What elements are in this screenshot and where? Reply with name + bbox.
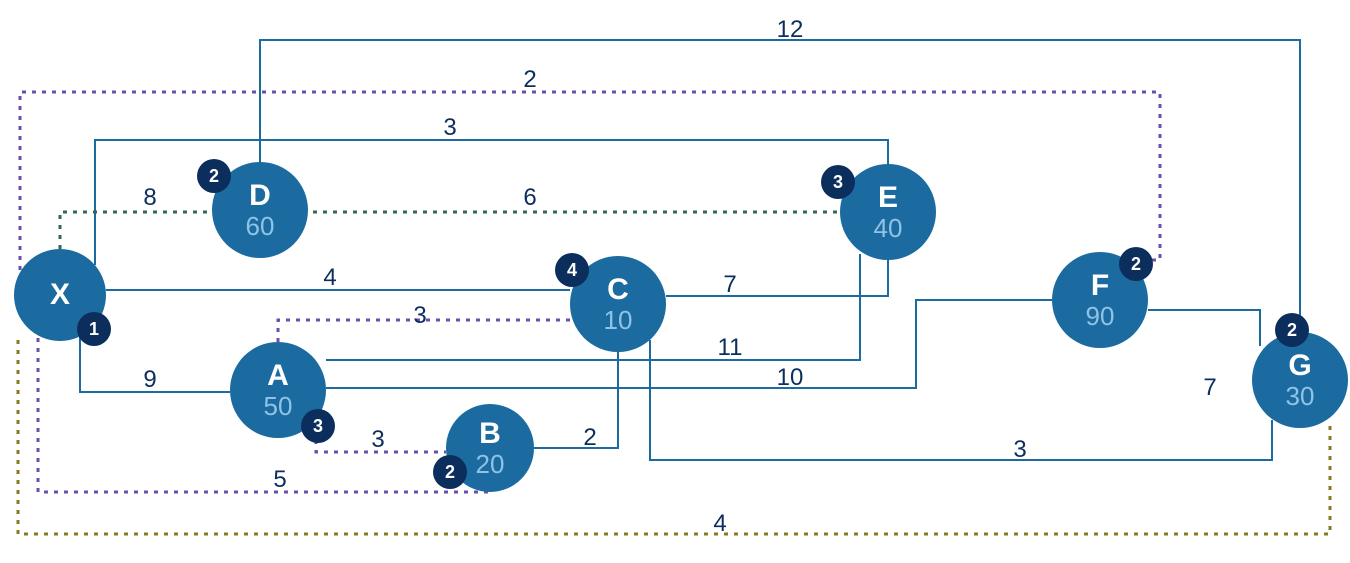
edge-weight: 12 xyxy=(777,16,804,44)
edge-weight: 7 xyxy=(1203,374,1216,402)
node-label: D xyxy=(249,181,271,211)
edge-weight: 8 xyxy=(143,184,156,212)
node-badge-G: 2 xyxy=(1275,313,1309,347)
edge-weight: 11 xyxy=(718,334,743,362)
node-label: F xyxy=(1091,271,1109,301)
edge-weight: 3 xyxy=(1013,436,1026,464)
edge-weight: 7 xyxy=(723,271,736,299)
node-value: 10 xyxy=(604,307,633,333)
node-value: 90 xyxy=(1086,303,1115,329)
node-value: 60 xyxy=(246,213,275,239)
node-badge-D: 2 xyxy=(197,159,231,193)
edge-weight: 9 xyxy=(143,366,156,394)
edge-weight: 4 xyxy=(323,264,336,292)
edge-F-G xyxy=(1148,310,1260,346)
node-label: X xyxy=(50,280,70,310)
node-badge-X: 1 xyxy=(77,312,111,346)
node-label: A xyxy=(267,361,289,391)
node-label: E xyxy=(878,183,898,213)
edge-weight: 3 xyxy=(413,302,426,330)
edge-weight: 2 xyxy=(523,66,536,94)
edge-weight: 4 xyxy=(713,510,726,538)
node-G: G30 xyxy=(1252,332,1348,428)
edge-weight: 3 xyxy=(443,114,456,142)
edge-X-D-E-dotted xyxy=(60,212,840,249)
edge-C-G xyxy=(650,340,1272,460)
node-label: B xyxy=(479,419,501,449)
edge-X-G-olive xyxy=(18,340,1330,534)
node-badge-F: 2 xyxy=(1119,247,1153,281)
edge-A-F xyxy=(326,300,1052,388)
edge-C-E xyxy=(666,260,888,296)
edge-weight: 5 xyxy=(273,466,286,494)
edges-layer xyxy=(0,0,1350,563)
graph-diagram: 12386493327111037524XD60A50B20C10E40F90G… xyxy=(0,0,1350,563)
node-badge-B: 2 xyxy=(433,455,467,489)
edge-weight: 2 xyxy=(583,424,596,452)
edge-weight: 10 xyxy=(777,364,804,392)
edge-B-C xyxy=(534,352,618,448)
node-value: 20 xyxy=(476,451,505,477)
edge-A-C-dotted xyxy=(278,290,576,342)
node-badge-C: 4 xyxy=(555,253,589,287)
edge-X-E-top-dotted xyxy=(20,92,1160,280)
node-value: 30 xyxy=(1286,383,1315,409)
edge-weight: 3 xyxy=(371,426,384,454)
node-label: G xyxy=(1288,351,1311,381)
edge-weight: 6 xyxy=(523,184,536,212)
node-label: C xyxy=(607,275,629,305)
node-value: 50 xyxy=(264,393,293,419)
node-badge-E: 3 xyxy=(821,165,855,199)
node-value: 40 xyxy=(874,215,903,241)
node-badge-A: 3 xyxy=(301,409,335,443)
